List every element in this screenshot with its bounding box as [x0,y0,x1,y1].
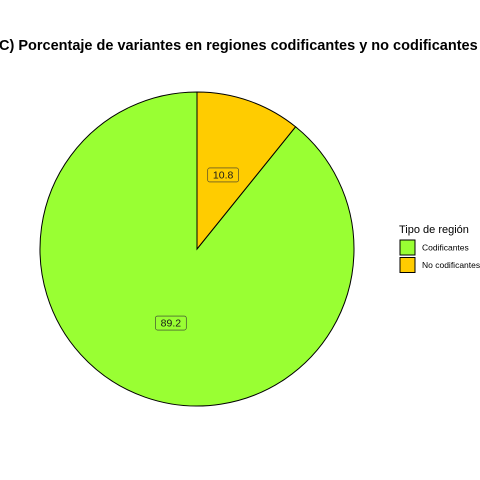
pie-slices [39,91,355,407]
pie-labels: 89.2 10.8 [155,167,239,331]
slice-label-box [155,315,187,331]
slice-label-codificantes: 89.2 [155,315,187,331]
legend-label-no-codificantes: No codificantes [422,260,480,270]
slice-label-text: 10.8 [213,170,234,182]
slice-label-box [207,167,239,183]
slice-label-no-codificantes: 10.8 [207,167,239,183]
chart-title: C) Porcentaje de variantes en regiones c… [0,38,478,54]
legend-key-codificantes [399,239,416,256]
legend: Tipo de región Codificantes No codificant… [399,224,480,273]
slice-label-text: 89.2 [161,318,182,330]
legend-key-no-codificantes [399,257,416,273]
legend-label-codificantes: Codificantes [422,243,469,253]
legend-title: Tipo de región [399,224,469,236]
pie-slice-no-codificantes [196,91,297,251]
legend-items: Codificantes No codificantes [399,239,480,273]
